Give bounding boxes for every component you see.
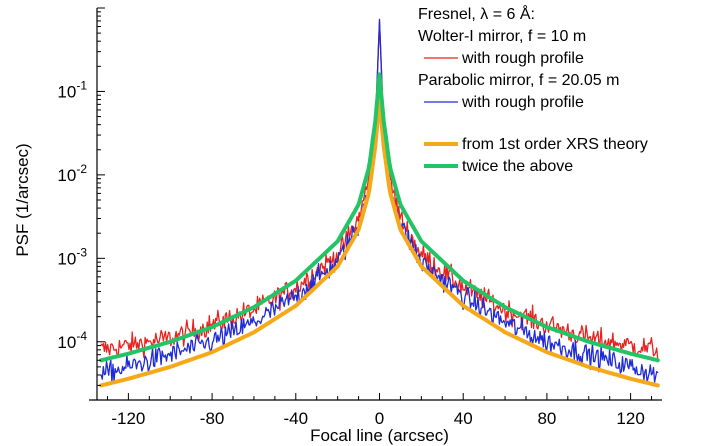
x-tick-label: -80 [200,409,225,428]
y-tick-label: 10-4 [57,329,87,352]
legend-header-2: Wolter-I mirror, f = 10 m [418,28,586,45]
series-layer [99,18,660,388]
x-tick-label: -120 [111,409,145,428]
series-line-2 [99,97,660,388]
x-tick-label: 0 [375,409,384,428]
legend-header-1: Fresnel, λ = 6 Å: [418,4,535,23]
x-tick-label: -40 [284,409,309,428]
legend: Fresnel, λ = 6 Å: Wolter-I mirror, f = 10… [418,4,648,175]
x-axis-label: Focal line (arcsec) [310,426,449,445]
series-line-1 [100,18,659,384]
legend-heading-parabolic: Parabolic mirror, f = 20.05 m [418,72,619,89]
x-tick-label: 120 [616,409,644,428]
legend-label-3: twice the above [462,158,573,175]
y-tick-label: 10-3 [57,245,87,268]
legend-label-0: with rough profile [461,50,584,67]
legend-label-1: with rough profile [461,94,584,111]
x-tick-label: 80 [537,409,556,428]
y-tick-label: 10-1 [57,78,87,101]
axes-layer: -120 -80 -40 0 40 80 120 10-4 10-3 10-2 10-1 [57,7,662,428]
x-tick-label: 40 [454,409,473,428]
series-line-3 [99,72,660,363]
y-tick-label: 10-2 [57,162,87,185]
legend-label-2: from 1st order XRS theory [462,136,648,153]
y-axis-label: PSF (1/arcsec) [13,143,32,256]
